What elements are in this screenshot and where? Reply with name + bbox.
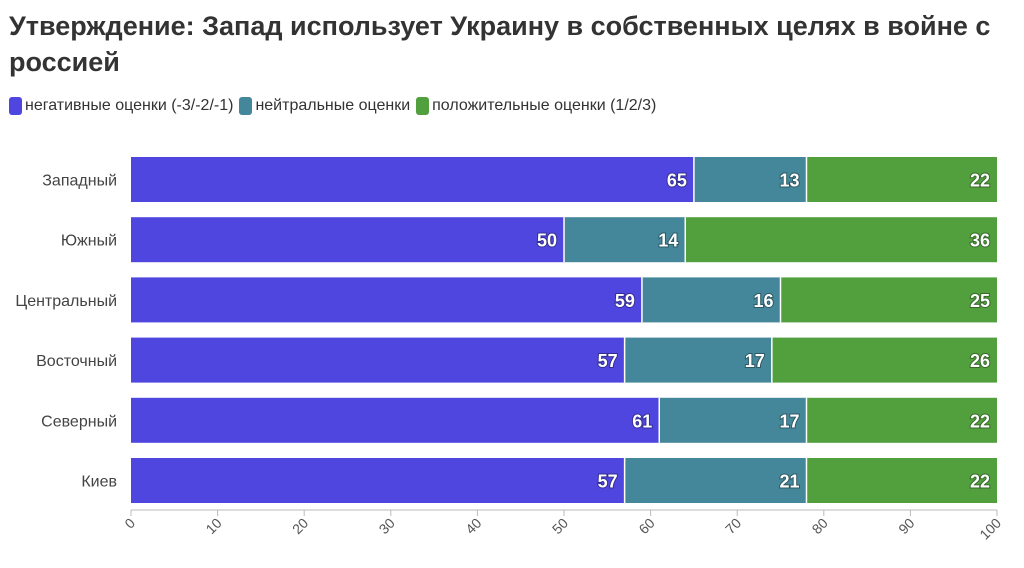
data-label: 17 <box>745 351 765 371</box>
category-label: Киев <box>81 474 117 491</box>
data-label: 22 <box>970 411 990 431</box>
legend-swatch-negative <box>9 97 22 115</box>
category-label: Северный <box>41 413 117 430</box>
x-tick-label: 80 <box>809 515 831 537</box>
x-tick-label: 90 <box>895 515 917 537</box>
data-label: 17 <box>779 411 799 431</box>
data-label: 61 <box>632 411 652 431</box>
chart-title: Утверждение: Запад использует Украину в … <box>9 11 991 77</box>
legend-swatch-positive <box>416 97 430 115</box>
data-label: 65 <box>667 171 687 191</box>
data-label: 14 <box>658 231 678 251</box>
bar-segment-positive[interactable] <box>806 397 997 443</box>
bar-segment-neutral[interactable] <box>659 397 807 443</box>
bar-segment-positive[interactable] <box>806 458 997 503</box>
data-label: 22 <box>970 472 990 492</box>
data-label: 13 <box>779 171 799 191</box>
x-tick-label: 50 <box>549 515 571 537</box>
x-tick-label: 60 <box>635 515 657 537</box>
bar-segment-neutral[interactable] <box>693 157 807 202</box>
bar-segment-neutral[interactable] <box>624 458 807 503</box>
bar-segment-negative[interactable] <box>131 397 660 443</box>
chart-legend: негативные оценки (-3/-2/-1) нейтральные… <box>9 97 662 115</box>
legend-item-positive[interactable]: положительные оценки (1/2/3) <box>416 97 656 115</box>
bar-segment-positive[interactable] <box>771 337 997 383</box>
legend-label-neutral: нейтральные оценки <box>255 97 411 114</box>
legend-label-positive: положительные оценки (1/2/3) <box>432 97 657 114</box>
data-label: 26 <box>970 351 990 371</box>
legend-swatch-neutral <box>239 97 253 115</box>
x-tick-label: 20 <box>289 515 311 537</box>
bar-segment-neutral[interactable] <box>624 337 772 383</box>
data-label: 22 <box>970 171 990 191</box>
bar-segment-negative[interactable] <box>131 458 625 503</box>
x-tick-label: 70 <box>722 515 744 537</box>
bar-segment-positive[interactable] <box>685 217 997 263</box>
legend-item-negative[interactable]: негативные оценки (-3/-2/-1) <box>9 97 233 115</box>
bar-segment-neutral[interactable] <box>641 277 781 323</box>
x-tick-label: 40 <box>462 515 484 537</box>
x-tick-label: 10 <box>202 515 224 537</box>
category-label: Центральный <box>15 293 117 310</box>
data-label: 25 <box>970 291 990 311</box>
data-label: 16 <box>753 291 773 311</box>
bar-segment-positive[interactable] <box>780 277 998 323</box>
bar-segment-neutral[interactable] <box>564 217 686 263</box>
bar-segment-negative[interactable] <box>131 277 642 323</box>
legend-label-negative: негативные оценки (-3/-2/-1) <box>25 97 234 114</box>
category-label: Восточный <box>36 353 117 370</box>
bar-segment-negative[interactable] <box>131 217 564 263</box>
x-tick-label: 100 <box>976 515 1004 543</box>
category-label: Южный <box>61 233 117 250</box>
data-label: 36 <box>970 231 990 251</box>
bar-segment-negative[interactable] <box>131 337 625 383</box>
legend-item-neutral[interactable]: нейтральные оценки <box>239 97 410 115</box>
data-label: 50 <box>537 231 557 251</box>
bar-segment-positive[interactable] <box>806 157 997 202</box>
x-tick-label: 30 <box>376 515 398 537</box>
data-label: 59 <box>615 291 635 311</box>
bar-segment-negative[interactable] <box>131 157 694 202</box>
data-label: 57 <box>598 351 618 371</box>
data-label: 21 <box>779 472 799 492</box>
data-label: 57 <box>598 472 618 492</box>
category-label: Западный <box>42 173 117 190</box>
x-tick-label: 0 <box>121 515 138 532</box>
